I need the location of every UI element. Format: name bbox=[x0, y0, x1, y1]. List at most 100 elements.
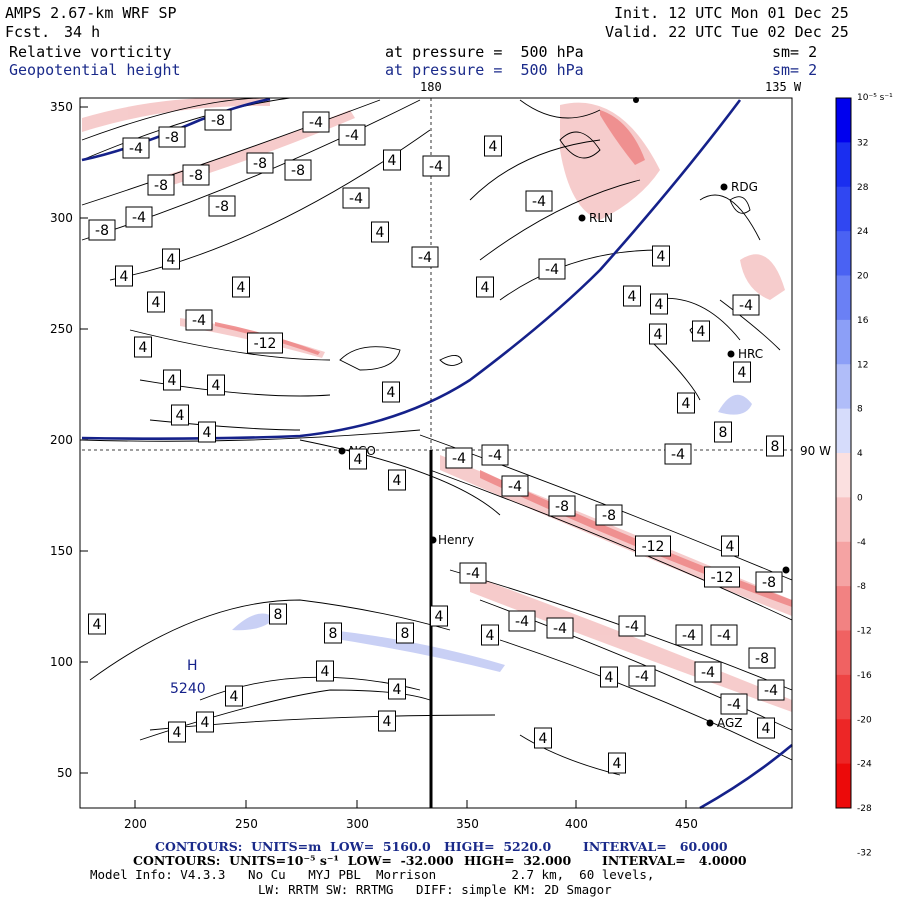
x-tick: 250 bbox=[235, 817, 258, 831]
contour-label-box: 4 bbox=[481, 624, 499, 646]
contour-label-box: -8 bbox=[204, 109, 232, 131]
contour-label-box: 4 bbox=[378, 710, 396, 732]
contour-label-box: -8 bbox=[182, 164, 210, 186]
contour-label: 4 bbox=[726, 539, 735, 555]
sm2: sm= 2 bbox=[772, 61, 818, 79]
contour-label: 4 bbox=[237, 280, 246, 296]
footer-contours-2b: HIGH= 32.000 bbox=[464, 853, 572, 868]
high-letter: H bbox=[187, 658, 198, 674]
contour-label: 4 bbox=[120, 269, 129, 285]
contour-label-box: 4 bbox=[677, 392, 695, 414]
contour-label: -4 bbox=[452, 451, 466, 467]
x-tick: 400 bbox=[565, 817, 588, 831]
contour-label-box: 4 bbox=[733, 361, 751, 383]
contour-label: -12 bbox=[642, 539, 665, 555]
colorbar-tick: -24 bbox=[857, 760, 872, 770]
contour-label: 4 bbox=[654, 327, 663, 343]
colorbar-swatch bbox=[836, 319, 851, 365]
field1-name: Relative vorticity bbox=[9, 43, 172, 61]
contour-label-box: 4 bbox=[171, 404, 189, 426]
contour-label-box: -4 bbox=[720, 693, 748, 715]
contour-label: 8 bbox=[274, 607, 283, 623]
contour-label: 4 bbox=[212, 378, 221, 394]
contour-label: 4 bbox=[176, 408, 185, 424]
contour-label-box: 8 bbox=[324, 622, 342, 644]
contour-label-box: 8 bbox=[269, 603, 287, 625]
colorbar-frame bbox=[835, 97, 852, 809]
contour-label-box: -8 bbox=[755, 571, 783, 593]
colorbar-tick: 0 bbox=[857, 493, 863, 503]
colorbar-tick: -28 bbox=[857, 804, 872, 814]
contour-label-box: 4 bbox=[88, 613, 106, 635]
contour-label: -4 bbox=[309, 115, 323, 131]
contour-label: 4 bbox=[354, 452, 363, 468]
contour-label: -8 bbox=[189, 168, 203, 184]
geopotential-contours bbox=[81, 97, 793, 810]
contour-label: -4 bbox=[701, 665, 715, 681]
contour-label: 4 bbox=[173, 725, 182, 741]
contour-label-box: -8 bbox=[284, 159, 312, 181]
contour-label: -8 bbox=[154, 178, 168, 194]
footer-contours-2a: CONTOURS: UNITS=10⁻⁵ s⁻¹ LOW= -32.000 bbox=[133, 853, 454, 868]
contour-label-box: -4 bbox=[445, 447, 473, 469]
contour-label-box: 4 bbox=[430, 605, 448, 627]
contour-label: -4 bbox=[545, 262, 559, 278]
station-label: RDG bbox=[731, 180, 758, 194]
contour-label-box: -4 bbox=[664, 443, 692, 465]
contour-label-box: 8 bbox=[396, 622, 414, 644]
contour-label: 4 bbox=[321, 664, 330, 680]
contour-label-box: 4 bbox=[371, 221, 389, 243]
colorbar-tick: -8 bbox=[857, 582, 866, 592]
footer-physics: LW: RRTM SW: RRTMG DIFF: simple KM: 2D S… bbox=[258, 882, 612, 897]
colorbar-swatch bbox=[836, 541, 851, 587]
contour-label-box: -4 bbox=[694, 661, 722, 683]
contour-label: 4 bbox=[383, 714, 392, 730]
contour-label: -4 bbox=[717, 628, 731, 644]
colorbar-swatch bbox=[836, 497, 851, 543]
contour-label: -8 bbox=[215, 199, 229, 215]
contour-label-box: -4 bbox=[757, 679, 785, 701]
contour-label-box: 4 bbox=[232, 276, 250, 298]
contour-label-box: -4 bbox=[508, 610, 536, 632]
station-label: Henry bbox=[438, 533, 474, 547]
y-tick: 300 bbox=[50, 211, 73, 225]
contour-label: 4 bbox=[486, 628, 495, 644]
contour-label: 4 bbox=[167, 252, 176, 268]
contour-label-box: -8 bbox=[88, 219, 116, 241]
contour-label: 4 bbox=[697, 324, 706, 340]
contour-label-box: -4 bbox=[481, 444, 509, 466]
contour-label-box: 4 bbox=[388, 469, 406, 491]
contour-label: -4 bbox=[635, 669, 649, 685]
contour-label-box: 4 bbox=[168, 721, 186, 743]
axis-tick-marks bbox=[80, 106, 687, 808]
fcst-label: Fcst. bbox=[5, 23, 51, 41]
contour-label-box: -4 bbox=[546, 617, 574, 639]
contour-label: -4 bbox=[553, 621, 567, 637]
contour-label-box: 4 bbox=[649, 323, 667, 345]
contour-label-box: -4 bbox=[338, 124, 366, 146]
contour-label: 8 bbox=[771, 439, 780, 455]
colorbar-tick: -20 bbox=[857, 715, 872, 725]
plot-frame bbox=[79, 97, 793, 809]
contour-label: -8 bbox=[602, 508, 616, 524]
colorbar-swatch bbox=[836, 408, 851, 454]
colorbar: 32 28 24 20 16 12 8 4 0 -4 -8 -12 -16 -20 -24 -28 -32 bbox=[835, 97, 872, 858]
contour-label-box: -8 bbox=[147, 174, 175, 196]
station-label: HRC bbox=[738, 347, 763, 361]
contour-label-box: 4 bbox=[163, 369, 181, 391]
contour-label: 4 bbox=[152, 295, 161, 311]
contour-label-box: -12 bbox=[704, 566, 740, 588]
contour-label: -4 bbox=[764, 683, 778, 699]
contour-label: 4 bbox=[376, 225, 385, 241]
contour-label: 4 bbox=[139, 340, 148, 356]
x-tick: 200 bbox=[124, 817, 147, 831]
y-tick: 150 bbox=[50, 544, 73, 558]
contour-label: 4 bbox=[168, 373, 177, 389]
contour-label-box: 4 bbox=[198, 421, 216, 443]
colorbar-tick: -32 bbox=[857, 848, 872, 858]
x-axis-ticks: 200 250 300 350 400 450 bbox=[124, 817, 698, 831]
colorbar-tick: 32 bbox=[857, 138, 868, 148]
contour-label: -4 bbox=[192, 313, 206, 329]
contour-label: -8 bbox=[253, 156, 267, 172]
contour-label: 4 bbox=[539, 731, 548, 747]
